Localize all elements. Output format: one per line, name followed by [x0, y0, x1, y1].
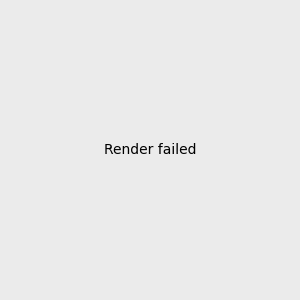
- Text: Render failed: Render failed: [104, 143, 196, 157]
